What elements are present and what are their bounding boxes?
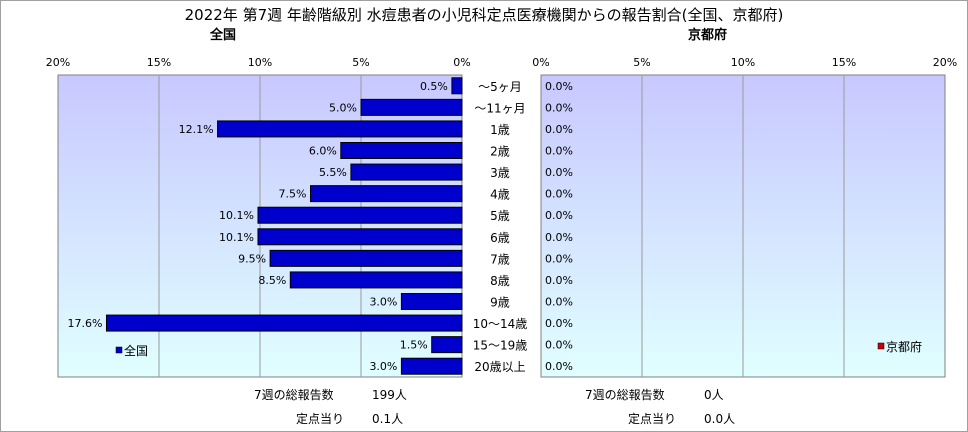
national-data-label: 5.0% [329,101,357,114]
category-labels: ～5ヶ月 ～11ヶ月 1歳 2歳 3歳 4歳 5歳 6歳 7歳 8歳 9歳 10～14歳 15～19歳 2… [473,80,528,374]
national-bar [350,163,463,181]
kyoto-data-label: 0.0% [545,123,573,136]
kyoto-data-label: 0.0% [545,252,573,265]
kyoto-legend-label: 京都府 [886,339,922,354]
kyoto-data-label: 0.0% [545,317,573,330]
national-panel-title: 全国 [210,28,237,43]
national-data-label: 6.0% [309,145,337,158]
category-label: 10～14歳 [473,317,528,331]
kyoto-tick-label: 15% [832,56,856,69]
national-bar [257,228,463,246]
category-label: 2歳 [490,145,510,159]
national-data-label: 10.1% [219,231,254,244]
national-bar [269,249,463,267]
national-data-label: 3.0% [369,360,397,373]
category-label: 4歳 [490,188,510,202]
kyoto-tick-label: 10% [731,56,755,69]
kyoto-data-label: 0.0% [545,274,573,287]
kyoto-per-value: 0.0人 [704,412,736,426]
kyoto-data-label: 0.0% [545,188,573,201]
category-label: 6歳 [490,231,510,245]
national-bar [289,271,463,289]
national-tick-label: 5% [352,56,369,69]
chart-title: 2022年 第7週 年齢階級別 水痘患者の小児科定点医療機関からの報告割合(全国… [184,6,784,24]
national-legend-label: 全国 [124,343,148,358]
national-tick-label: 20% [46,56,70,69]
national-bar [360,98,463,116]
category-label: ～11ヶ月 [474,101,525,115]
kyoto-data-label: 0.0% [545,296,573,309]
kyoto-data-label: 0.0% [545,101,573,114]
national-bar [451,77,463,95]
national-data-label: 0.5% [420,80,448,93]
kyoto-per-label: 定点当り [628,412,677,426]
national-bar [400,293,463,310]
national-bar [217,120,463,138]
category-label: 1歳 [490,123,510,137]
national-data-label: 7.5% [279,188,307,201]
category-label: 20歳以上 [474,360,525,374]
kyoto-data-label: 0.0% [545,166,573,179]
kyoto-data-label: 0.0% [545,209,573,222]
national-bar [400,357,463,375]
kyoto-legend-swatch [877,342,885,350]
category-label: 5歳 [490,209,510,223]
national-data-label: 12.1% [179,123,214,136]
national-data-label: 10.1% [219,209,254,222]
category-label: 15～19歳 [473,339,528,353]
kyoto-panel-title: 京都府 [688,28,728,43]
kyoto-data-label: 0.0% [545,80,573,93]
national-per-value: 0.1人 [372,412,404,426]
national-bar [310,185,463,203]
national-bar [257,206,463,224]
national-bar [431,336,463,354]
category-label: ～5ヶ月 [478,80,522,94]
kyoto-tick-label: 0% [532,56,549,69]
category-label: 3歳 [490,166,510,180]
national-bar [105,314,463,332]
kyoto-tick-label: 5% [633,56,650,69]
national-bar [340,142,463,159]
category-label: 8歳 [490,274,510,288]
national-total-value: 199人 [372,388,407,402]
national-data-label: 17.6% [68,317,103,330]
kyoto-tick-label: 20% [933,56,957,69]
kyoto-data-label: 0.0% [545,360,573,373]
national-legend-swatch [115,346,123,354]
kyoto-data-label: 0.0% [545,145,573,158]
kyoto-data-label: 0.0% [545,231,573,244]
national-tick-label: 15% [147,56,171,69]
national-data-label: 5.5% [319,166,347,179]
category-label: 9歳 [490,296,510,310]
category-label: 7歳 [490,252,510,266]
national-data-label: 3.0% [369,296,397,309]
national-total-label: 7週の総報告数 [254,388,334,402]
kyoto-total-label: 7週の総報告数 [585,388,665,402]
national-data-label: 1.5% [400,339,428,352]
national-tick-label: 10% [248,56,272,69]
national-data-label: 9.5% [238,252,266,265]
national-per-label: 定点当り [296,412,345,426]
national-chart: 20% 15% 10% 5% 0% 0.5% 5.0% 12.1% 6.0% 5.5% 7.5% 10… [46,56,471,378]
national-data-label: 8.5% [258,274,286,287]
kyoto-total-value: 0人 [704,388,724,402]
kyoto-chart: 0% 5% 10% 15% 20% 0.0% 0.0% 0.0% 0.0% 0.0% 0.0% 0.0… [532,56,957,378]
national-tick-label: 0% [453,56,470,69]
kyoto-data-label: 0.0% [545,339,573,352]
